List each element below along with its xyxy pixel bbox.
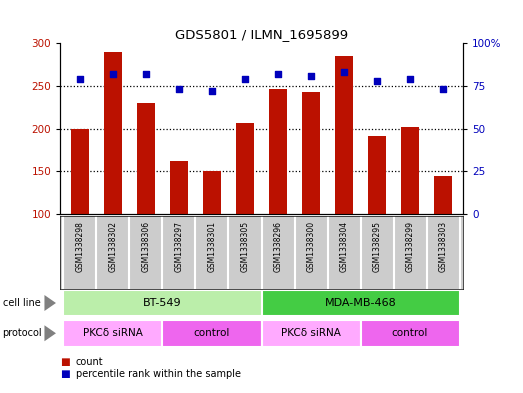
Bar <box>63 320 163 347</box>
Bar <box>236 123 254 214</box>
Bar <box>71 129 89 214</box>
Polygon shape <box>44 325 56 341</box>
Text: GSM1338296: GSM1338296 <box>274 221 282 272</box>
Text: GSM1338300: GSM1338300 <box>306 221 315 272</box>
Bar <box>262 320 360 347</box>
Bar <box>360 320 460 347</box>
Bar <box>170 161 188 214</box>
Text: cell line: cell line <box>3 298 40 308</box>
Point <box>109 71 117 77</box>
Text: GSM1338301: GSM1338301 <box>208 221 217 272</box>
Polygon shape <box>44 295 56 311</box>
Point <box>340 69 348 75</box>
Point <box>307 73 315 79</box>
Text: ■: ■ <box>60 369 70 379</box>
Text: ■: ■ <box>60 358 70 367</box>
Text: GSM1338297: GSM1338297 <box>175 221 184 272</box>
Text: PKCδ siRNA: PKCδ siRNA <box>281 328 341 338</box>
Bar <box>203 171 221 214</box>
Bar <box>401 127 419 214</box>
Text: GSM1338298: GSM1338298 <box>75 221 84 272</box>
Text: GSM1338295: GSM1338295 <box>372 221 382 272</box>
Text: control: control <box>392 328 428 338</box>
Point <box>208 88 216 94</box>
Title: GDS5801 / ILMN_1695899: GDS5801 / ILMN_1695899 <box>175 28 348 40</box>
Bar <box>335 56 353 214</box>
Text: GSM1338305: GSM1338305 <box>241 221 249 272</box>
Text: GSM1338302: GSM1338302 <box>108 221 118 272</box>
Text: GSM1338304: GSM1338304 <box>339 221 348 272</box>
Text: GSM1338306: GSM1338306 <box>141 221 151 272</box>
Text: MDA-MB-468: MDA-MB-468 <box>325 298 396 308</box>
Text: percentile rank within the sample: percentile rank within the sample <box>76 369 241 379</box>
Text: GSM1338299: GSM1338299 <box>405 221 415 272</box>
Bar <box>302 92 320 214</box>
Bar <box>104 52 122 214</box>
Point <box>373 78 381 84</box>
Bar <box>63 290 262 316</box>
Point <box>142 71 150 77</box>
Point <box>175 86 183 92</box>
Text: protocol: protocol <box>3 328 42 338</box>
Bar <box>137 103 155 214</box>
Text: control: control <box>194 328 230 338</box>
Bar <box>269 88 287 214</box>
Text: count: count <box>76 358 104 367</box>
Bar <box>434 176 452 214</box>
Text: BT-549: BT-549 <box>143 298 182 308</box>
Point <box>439 86 447 92</box>
Text: GSM1338303: GSM1338303 <box>439 221 448 272</box>
Text: PKCδ siRNA: PKCδ siRNA <box>83 328 143 338</box>
Bar <box>262 290 460 316</box>
Bar <box>163 320 262 347</box>
Point <box>76 76 84 82</box>
Point <box>406 76 414 82</box>
Point <box>274 71 282 77</box>
Bar <box>368 136 386 214</box>
Point <box>241 76 249 82</box>
